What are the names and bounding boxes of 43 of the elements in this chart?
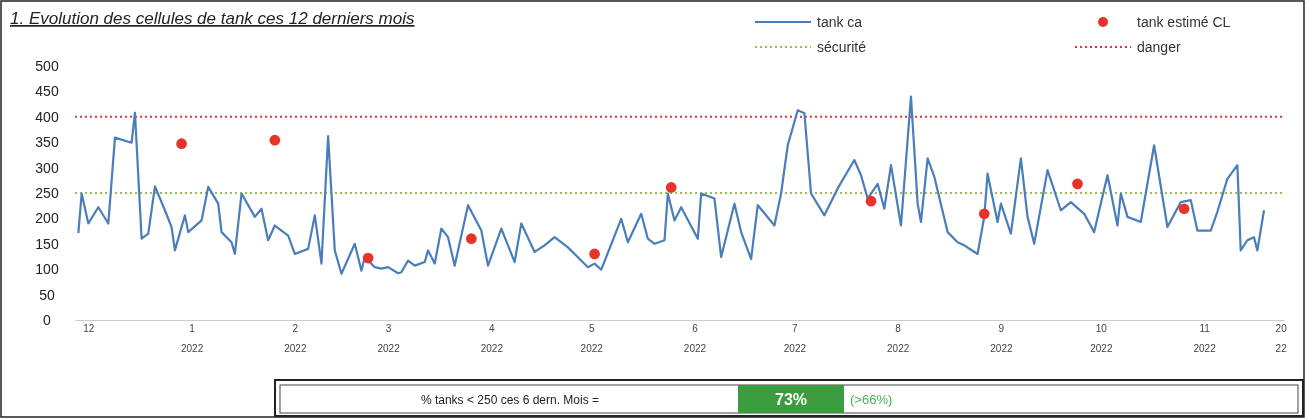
x-tick-label: 7 2022 [783, 323, 807, 354]
text: (>66%) [850, 392, 893, 407]
y-tick-label: 450 [35, 83, 59, 100]
x-tick-label: 1 2022 [180, 323, 204, 354]
x-tick-label: 5 2022 [580, 323, 604, 354]
x-tick-label: 20 22 [1275, 323, 1288, 354]
point [176, 138, 187, 150]
text: 73% [774, 391, 808, 408]
y-tick-label: 0 [43, 311, 52, 328]
legend-label: sécurité [817, 39, 867, 55]
y-tick-label: 400 [35, 108, 59, 125]
point [978, 208, 990, 220]
point [589, 248, 600, 260]
point [865, 195, 877, 207]
point [362, 252, 374, 264]
y-tick-label: 300 [35, 159, 59, 176]
x-tick-label: 12 [83, 323, 95, 334]
y-tick-label: 50 [39, 286, 55, 303]
legend-label: danger [1137, 39, 1181, 55]
point [465, 233, 477, 245]
x-tick-label: 9 2022 [990, 323, 1013, 354]
y-tick-label: 500 [35, 57, 59, 74]
point [1178, 203, 1190, 215]
x-tick-label: 3 2022 [377, 323, 401, 354]
x-tick-label: 10 2022 [1090, 323, 1113, 354]
legend-label: tank ca [817, 14, 863, 30]
x-tick-label: 6 2022 [683, 323, 707, 354]
y-tick-label: 250 [35, 184, 59, 201]
chart-title: 1. Evolution des cellules de tank ces 12 derniers mois [10, 9, 415, 28]
legend-label: tank estimé CL [1137, 14, 1231, 30]
point [665, 182, 677, 193]
x-tick-label: 2 2022 [284, 323, 307, 354]
y-tick-label: 350 [35, 134, 59, 151]
x-tick-label: 11 2022 [1193, 323, 1217, 354]
x-tick-label: 4 2022 [480, 323, 504, 354]
y-tick-label: 150 [35, 235, 59, 252]
text: % tanks < 250 ces 6 dern. Mois = [420, 393, 600, 407]
line-series [77, 95, 1266, 275]
y-tick-label: 100 [35, 261, 59, 278]
y-tick-label: 200 [35, 210, 59, 227]
x-tick-label: 8 2022 [887, 323, 910, 354]
point [269, 134, 281, 146]
point [1072, 178, 1083, 190]
